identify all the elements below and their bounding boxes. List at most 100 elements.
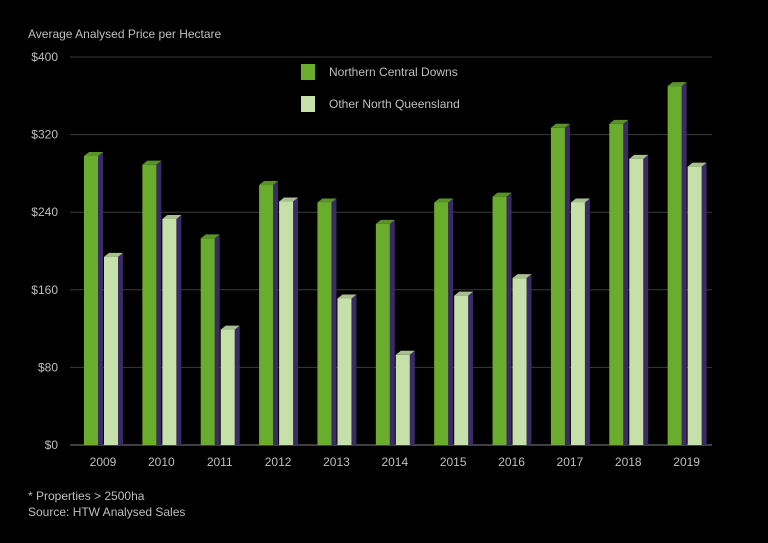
y-axis-ticks: $0 $80 $160 $240 $320 $400 bbox=[31, 50, 58, 452]
bar bbox=[142, 160, 162, 446]
bar-top bbox=[104, 252, 123, 257]
bar-front bbox=[454, 295, 469, 445]
bar-front bbox=[667, 86, 682, 445]
y-tick-label: $0 bbox=[45, 438, 59, 452]
bar bbox=[395, 350, 415, 445]
bar-top bbox=[492, 192, 512, 197]
bar-front bbox=[259, 185, 274, 446]
bar-top bbox=[162, 214, 182, 219]
y-tick-label: $400 bbox=[31, 50, 58, 64]
bar-top bbox=[434, 198, 454, 203]
bar-side bbox=[584, 198, 590, 445]
bar bbox=[512, 274, 532, 445]
bar-side bbox=[351, 294, 357, 445]
bar-front bbox=[687, 166, 702, 446]
bar-front bbox=[434, 202, 449, 445]
bars bbox=[84, 82, 707, 446]
bar-top bbox=[667, 82, 687, 87]
bar-front bbox=[570, 202, 585, 445]
bar-top bbox=[142, 160, 162, 165]
legend-swatch bbox=[301, 64, 315, 80]
bar-front bbox=[220, 329, 235, 445]
bar-side bbox=[468, 291, 474, 445]
x-tick-label: 2010 bbox=[148, 455, 175, 469]
bar-side bbox=[564, 123, 570, 445]
bar-side bbox=[623, 119, 629, 446]
bar-top bbox=[84, 151, 103, 156]
bar-top bbox=[570, 198, 590, 203]
x-tick-label: 2016 bbox=[498, 455, 525, 469]
legend-label: Other North Queensland bbox=[329, 97, 460, 111]
bar-top bbox=[609, 119, 629, 124]
x-tick-label: 2013 bbox=[323, 455, 350, 469]
bar-top bbox=[279, 197, 299, 202]
x-tick-label: 2018 bbox=[615, 455, 642, 469]
footnote-properties: * Properties > 2500ha bbox=[28, 489, 145, 503]
legend-label: Northern Central Downs bbox=[329, 65, 458, 79]
bar-side bbox=[506, 192, 512, 445]
bar bbox=[220, 325, 240, 445]
bar bbox=[492, 192, 512, 445]
bar-side bbox=[118, 252, 123, 445]
bar-side bbox=[293, 197, 299, 445]
x-tick-label: 2009 bbox=[90, 455, 117, 469]
bar bbox=[259, 181, 279, 446]
bar-front bbox=[609, 123, 624, 446]
legend-swatch bbox=[301, 96, 315, 112]
bar bbox=[104, 252, 123, 445]
bar-side bbox=[701, 162, 707, 446]
bar bbox=[570, 198, 590, 445]
bar-front bbox=[492, 196, 507, 445]
x-axis-ticks: 2009 2010 2011 2012 2013 2014 2015 2016 2017 2018… bbox=[90, 455, 701, 469]
bar-front bbox=[629, 158, 644, 445]
x-tick-label: 2014 bbox=[381, 455, 408, 469]
bar-top bbox=[259, 181, 279, 186]
bar bbox=[454, 291, 474, 445]
bar bbox=[667, 82, 687, 445]
bar-front bbox=[104, 256, 118, 445]
bar-top bbox=[220, 325, 240, 330]
bar bbox=[550, 123, 570, 445]
bar-side bbox=[389, 219, 395, 445]
x-tick-label: 2012 bbox=[265, 455, 292, 469]
bar-side bbox=[409, 350, 415, 445]
bar-top bbox=[317, 198, 337, 203]
bar-top bbox=[629, 154, 649, 159]
bar bbox=[200, 234, 220, 445]
bar-front bbox=[317, 202, 332, 445]
footnote-source: Source: HTW Analysed Sales bbox=[28, 505, 186, 519]
bar-side bbox=[448, 198, 454, 445]
bar-top bbox=[337, 294, 357, 299]
bar-top bbox=[687, 162, 707, 167]
x-tick-label: 2019 bbox=[673, 455, 700, 469]
y-tick-label: $80 bbox=[38, 360, 58, 374]
bar-side bbox=[681, 82, 687, 445]
bar-front bbox=[200, 238, 215, 445]
bar-side bbox=[526, 274, 532, 445]
bar-front bbox=[550, 127, 565, 445]
legend: Northern Central Downs Other North Queens… bbox=[301, 64, 460, 112]
bar bbox=[162, 214, 182, 445]
bar-side bbox=[98, 151, 103, 445]
bar-top bbox=[200, 234, 220, 239]
bar-front bbox=[512, 278, 527, 445]
bar-top bbox=[512, 274, 532, 279]
x-tick-label: 2011 bbox=[207, 455, 233, 469]
bar-front bbox=[142, 164, 157, 446]
bar bbox=[434, 198, 454, 445]
bar-top bbox=[375, 219, 395, 224]
bar-top bbox=[550, 123, 570, 128]
y-tick-label: $160 bbox=[31, 283, 58, 297]
y-axis-label: Average Analysed Price per Hectare bbox=[28, 27, 222, 41]
bar-side bbox=[643, 154, 649, 445]
bar bbox=[629, 154, 649, 445]
bar-side bbox=[331, 198, 337, 445]
bar bbox=[609, 119, 629, 446]
y-tick-label: $320 bbox=[31, 128, 58, 142]
bar-front bbox=[375, 223, 390, 445]
bar bbox=[84, 151, 103, 445]
x-tick-label: 2017 bbox=[557, 455, 584, 469]
x-tick-label: 2015 bbox=[440, 455, 467, 469]
bar-top bbox=[395, 350, 415, 355]
bar-top bbox=[454, 291, 474, 296]
